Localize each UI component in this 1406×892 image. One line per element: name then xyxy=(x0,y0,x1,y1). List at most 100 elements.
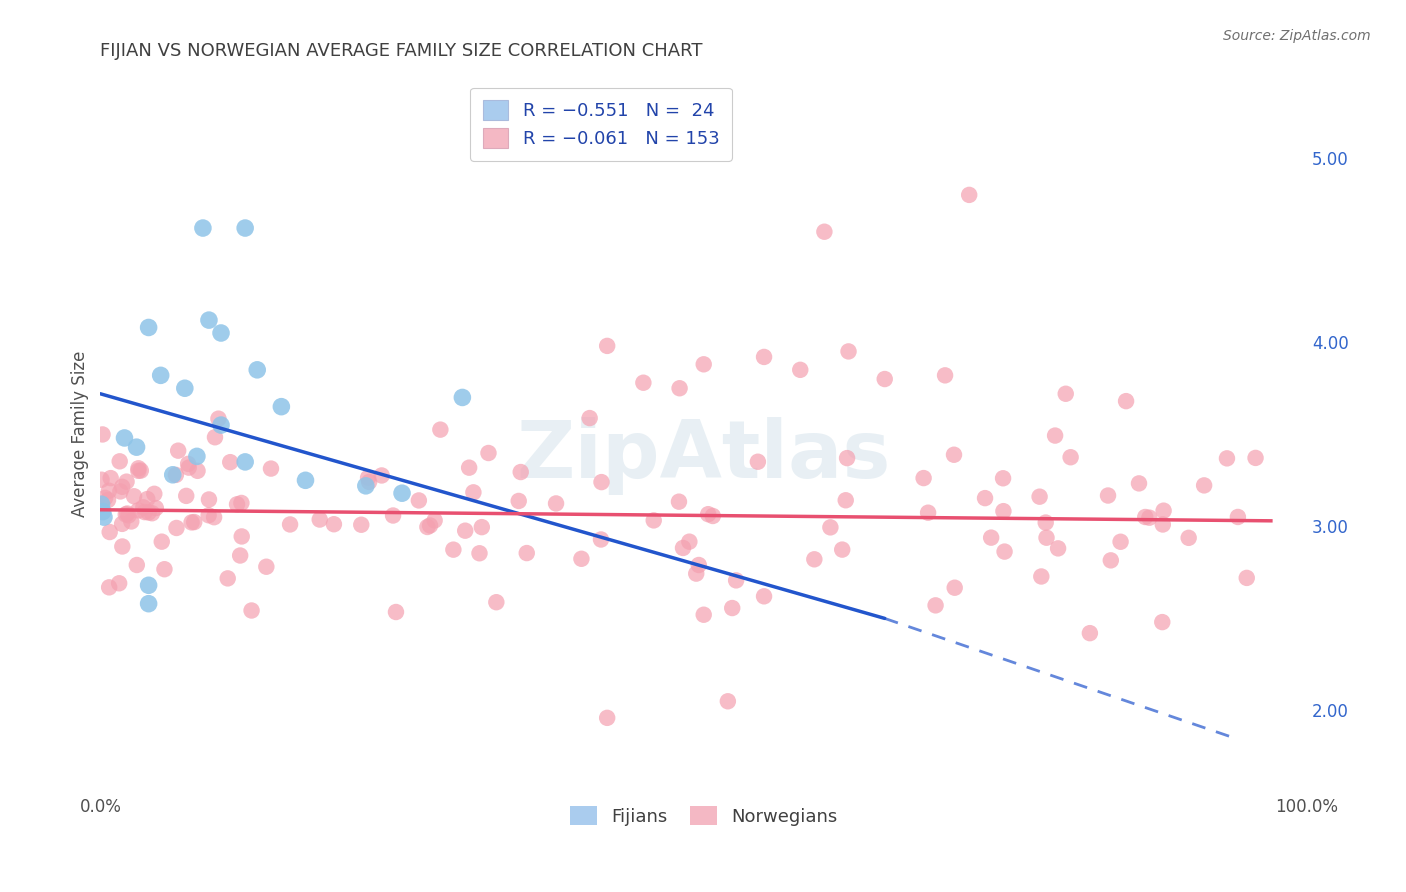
Point xyxy=(633,376,655,390)
Point xyxy=(1135,510,1157,524)
Point xyxy=(153,562,176,576)
Point xyxy=(149,368,172,383)
Legend: Fijians, Norwegians: Fijians, Norwegians xyxy=(561,797,846,835)
Point xyxy=(246,363,269,377)
Point xyxy=(359,475,381,489)
Point xyxy=(463,485,485,500)
Point xyxy=(471,520,494,534)
Point xyxy=(233,221,256,235)
Point xyxy=(1031,569,1053,583)
Point xyxy=(174,489,197,503)
Point xyxy=(747,455,769,469)
Point xyxy=(207,411,229,425)
Point xyxy=(1099,553,1122,567)
Point xyxy=(643,513,665,527)
Point xyxy=(717,694,740,708)
Point xyxy=(1035,516,1057,530)
Point xyxy=(752,350,775,364)
Point xyxy=(134,505,156,519)
Point xyxy=(204,430,226,444)
Point xyxy=(1047,541,1070,556)
Point xyxy=(544,496,567,510)
Point xyxy=(668,494,690,508)
Point xyxy=(596,711,619,725)
Point xyxy=(219,455,242,469)
Point xyxy=(177,460,200,475)
Point xyxy=(90,473,112,487)
Point xyxy=(693,357,716,371)
Point xyxy=(508,494,530,508)
Point xyxy=(180,516,202,530)
Point xyxy=(571,551,593,566)
Point xyxy=(596,339,619,353)
Point xyxy=(278,517,301,532)
Point xyxy=(91,505,114,519)
Point xyxy=(270,400,292,414)
Point xyxy=(127,461,149,475)
Point xyxy=(873,372,896,386)
Point xyxy=(229,549,252,563)
Point xyxy=(688,558,710,572)
Point xyxy=(98,524,121,539)
Point xyxy=(127,503,149,517)
Point xyxy=(98,483,121,498)
Point xyxy=(685,566,707,581)
Point xyxy=(294,473,316,487)
Point xyxy=(441,542,464,557)
Point xyxy=(391,486,413,500)
Point xyxy=(835,451,858,466)
Text: FIJIAN VS NORWEGIAN AVERAGE FAMILY SIZE CORRELATION CHART: FIJIAN VS NORWEGIAN AVERAGE FAMILY SIZE … xyxy=(100,42,703,60)
Point xyxy=(589,533,612,547)
Point xyxy=(924,599,946,613)
Point xyxy=(451,391,474,405)
Point xyxy=(416,520,439,534)
Point xyxy=(138,597,160,611)
Point xyxy=(1109,534,1132,549)
Point xyxy=(974,491,997,505)
Point xyxy=(1137,510,1160,524)
Point xyxy=(1043,428,1066,442)
Point xyxy=(697,507,720,521)
Point xyxy=(1059,450,1081,465)
Point xyxy=(1153,503,1175,517)
Point xyxy=(183,515,205,529)
Point xyxy=(91,427,114,442)
Point xyxy=(129,464,152,478)
Point xyxy=(260,461,283,475)
Point xyxy=(191,221,214,235)
Point xyxy=(423,513,446,527)
Y-axis label: Average Family Size: Average Family Size xyxy=(72,351,89,517)
Point xyxy=(90,497,112,511)
Point xyxy=(1192,478,1215,492)
Point xyxy=(98,580,121,594)
Point xyxy=(127,464,149,478)
Point xyxy=(117,507,139,521)
Point xyxy=(110,484,132,499)
Point xyxy=(202,510,225,524)
Point xyxy=(165,467,187,482)
Point xyxy=(111,480,134,494)
Point xyxy=(141,506,163,520)
Point xyxy=(231,496,253,510)
Point xyxy=(177,457,200,471)
Point xyxy=(231,529,253,543)
Point xyxy=(111,540,134,554)
Point xyxy=(114,508,136,522)
Point xyxy=(934,368,956,383)
Point xyxy=(173,381,195,395)
Point xyxy=(1152,615,1174,629)
Point xyxy=(136,491,159,506)
Point xyxy=(120,515,142,529)
Point xyxy=(1152,517,1174,532)
Point xyxy=(578,411,600,425)
Point xyxy=(145,501,167,516)
Point xyxy=(1226,510,1249,524)
Point xyxy=(186,464,208,478)
Point xyxy=(382,508,405,523)
Point xyxy=(226,497,249,511)
Point xyxy=(820,520,842,534)
Point xyxy=(350,517,373,532)
Point xyxy=(100,471,122,485)
Point xyxy=(429,423,451,437)
Point xyxy=(198,313,221,327)
